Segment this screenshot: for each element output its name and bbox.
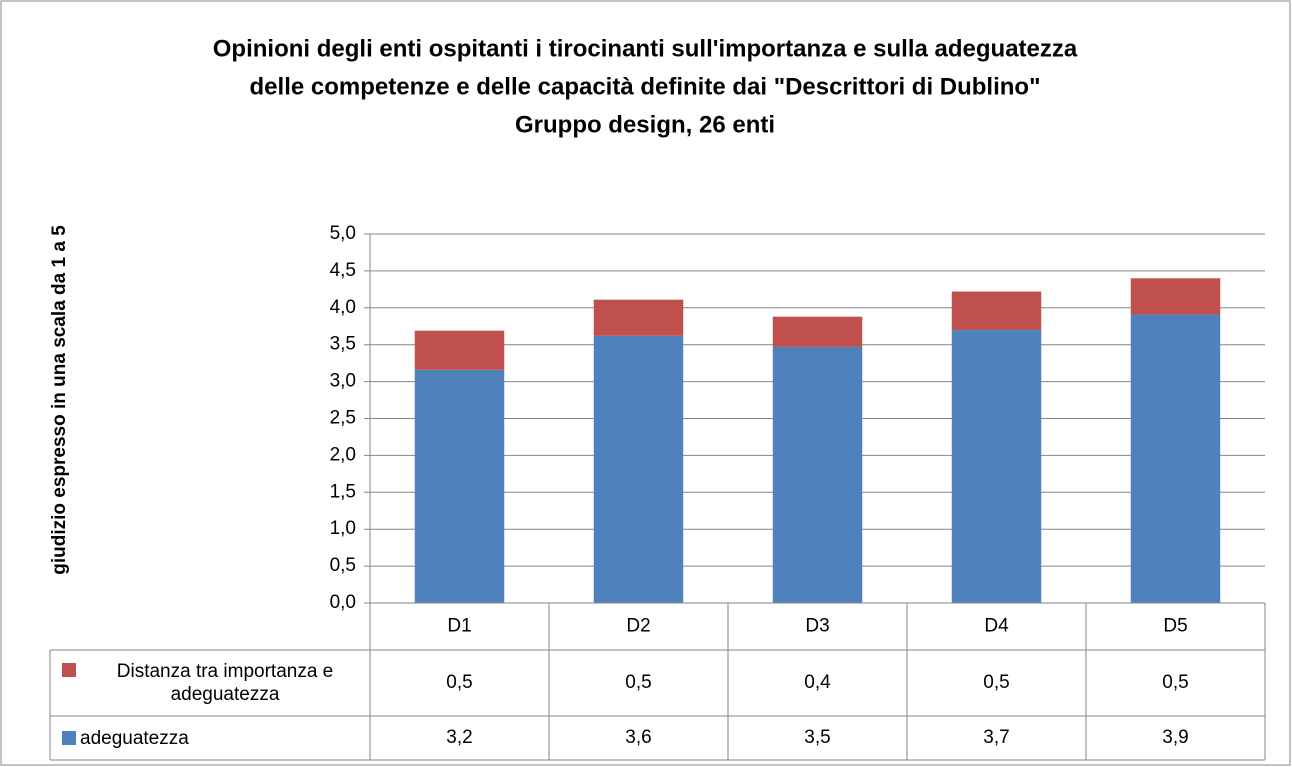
table-value: 0,5 (446, 672, 472, 693)
x-tick-label: D1 (447, 616, 471, 637)
x-tick-label: D3 (805, 616, 829, 637)
legend-swatch (62, 663, 76, 677)
legend-label: Distanza tra importanza e adeguatezza (116, 661, 334, 705)
y-tick-label: 3,0 (330, 371, 356, 392)
table-value: 3,9 (1162, 727, 1188, 748)
table-value: 0,4 (804, 672, 831, 693)
legend-label: adeguatezza (80, 727, 189, 749)
bar-segment (414, 369, 505, 603)
y-tick-label: 5,0 (330, 223, 356, 244)
bar-segment (593, 299, 684, 336)
bar-segment (951, 291, 1042, 330)
y-tick-label: 4,0 (330, 297, 356, 318)
x-tick-label: D5 (1163, 616, 1187, 637)
bar-segment (1130, 278, 1221, 315)
chart-title: delle competenze e delle capacità defini… (250, 73, 1041, 100)
bar-segment (772, 316, 863, 347)
x-tick-label: D2 (626, 616, 650, 637)
y-tick-label: 0,0 (330, 592, 356, 613)
y-axis-label: giudizio espresso in una scala da 1 a 5 (49, 225, 70, 575)
table-value: 0,5 (1162, 672, 1188, 693)
bar-segment (772, 346, 863, 603)
legend-entry: Distanza tra importanza e adeguatezza (116, 661, 334, 705)
y-tick-label: 2,0 (330, 444, 356, 465)
table-value: 0,5 (625, 672, 651, 693)
bar-segment (414, 330, 505, 370)
y-tick-label: 2,5 (330, 408, 356, 429)
y-tick-label: 3,5 (330, 334, 356, 355)
bar-segment (593, 335, 684, 603)
bar-segment (951, 329, 1042, 603)
table-value: 3,6 (625, 727, 651, 748)
y-tick-label: 1,5 (330, 481, 356, 502)
legend-entry: adeguatezza (80, 727, 189, 749)
table-value: 0,5 (983, 672, 1009, 693)
table-value: 3,2 (446, 727, 472, 748)
table-value: 3,5 (804, 727, 830, 748)
y-tick-label: 0,5 (330, 555, 356, 576)
chart-title: Opinioni degli enti ospitanti i tirocina… (213, 35, 1078, 62)
y-tick-label: 4,5 (330, 260, 356, 281)
bar-segment (1130, 314, 1221, 603)
chart-subtitle: Gruppo design, 26 enti (515, 111, 775, 138)
x-tick-label: D4 (984, 616, 1009, 637)
legend-swatch (62, 731, 76, 745)
y-tick-label: 1,0 (330, 518, 356, 539)
table-value: 3,7 (983, 727, 1009, 748)
